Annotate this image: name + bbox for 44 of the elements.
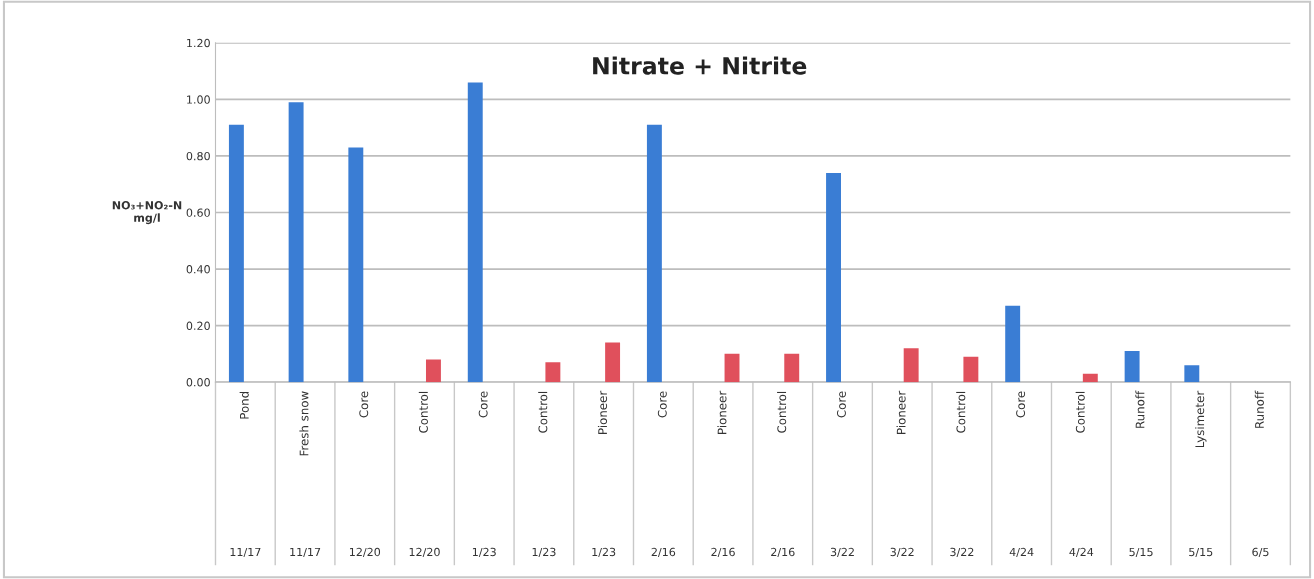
y-tick-label: 0.40 <box>186 265 210 274</box>
y-tick-label: 0.00 <box>186 378 210 387</box>
y-tick-label: 1.20 <box>187 38 210 48</box>
bar <box>903 348 919 383</box>
category-label: Runoff 5/15 <box>1129 390 1153 558</box>
bar <box>724 353 740 383</box>
category-label: Core 1/23 <box>472 391 496 558</box>
bar <box>1184 365 1200 383</box>
y-tick-label: 0.80 <box>186 151 210 161</box>
bar <box>228 124 244 383</box>
y-axis-title: NO₃+NO₂-N mg/l <box>112 201 182 225</box>
bar <box>348 147 364 383</box>
category-label: Core 3/22 <box>830 391 854 558</box>
category-label: Control 3/22 <box>950 391 974 558</box>
bar <box>545 362 561 383</box>
category-label: Pond 11/17 <box>230 391 261 558</box>
category-label: Control 1/23 <box>532 391 556 558</box>
category-label: Runoff 6/5 <box>1252 390 1269 558</box>
category-label: Fresh snow 11/17 <box>290 391 321 558</box>
bar <box>288 102 304 383</box>
y-tick-label: 0.20 <box>186 321 210 330</box>
bar <box>425 359 441 383</box>
category-label: Pioneer 3/22 <box>890 390 914 558</box>
y-tick-label: 1.00 <box>187 95 210 104</box>
y-tick-label: 0.60 <box>186 208 210 217</box>
category-label: Pioneer 2/16 <box>711 390 735 558</box>
category-label: Core 12/20 <box>349 391 381 558</box>
category-label: Control 4/24 <box>1069 391 1094 558</box>
category-label: Core 4/24 <box>1009 391 1034 558</box>
bar <box>646 124 662 383</box>
bar <box>1124 351 1140 383</box>
category-label: Control 2/16 <box>771 391 795 558</box>
bar <box>826 172 841 383</box>
category-label: Core 2/16 <box>651 391 676 558</box>
category-label: Pioneer 1/23 <box>592 390 616 558</box>
chart-title: Nitrate + Nitrite <box>593 56 807 75</box>
bar <box>1082 373 1098 383</box>
bar <box>605 342 621 383</box>
bar <box>467 82 483 383</box>
bar <box>784 353 800 383</box>
category-label: Lysimeter 5/15 <box>1189 390 1213 558</box>
bar <box>963 356 979 383</box>
category-label: Control 12/20 <box>409 391 440 558</box>
bar <box>1005 305 1021 383</box>
